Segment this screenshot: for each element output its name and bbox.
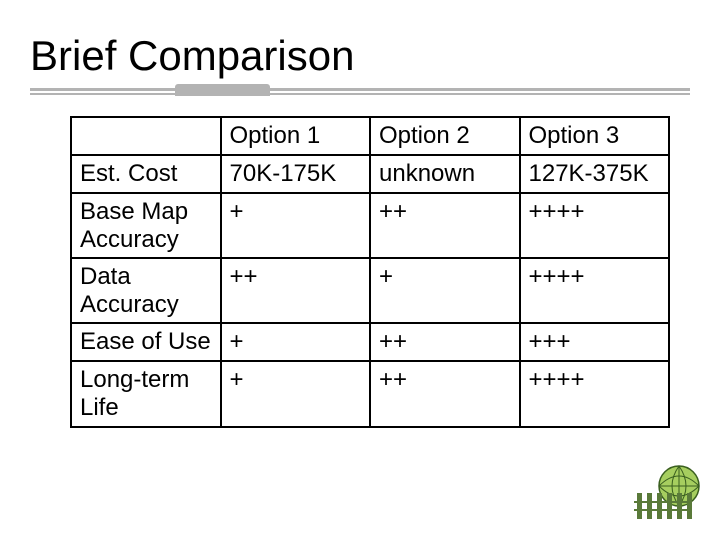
cell: ++: [370, 361, 520, 426]
cell: 127K-375K: [520, 155, 670, 193]
header-option-1: Option 1: [221, 117, 371, 155]
table-row: Long-term Life + ++ ++++: [71, 361, 669, 426]
row-label: Long-term Life: [71, 361, 221, 426]
slide: Brief Comparison Option 1 Option 2 Optio…: [0, 0, 720, 540]
slide-title: Brief Comparison: [30, 30, 690, 86]
table-row: Data Accuracy ++ + ++++: [71, 258, 669, 323]
cell: ++: [370, 323, 520, 361]
table-header-row: Option 1 Option 2 Option 3: [71, 117, 669, 155]
cell: 70K-175K: [221, 155, 371, 193]
comparison-table: Option 1 Option 2 Option 3 Est. Cost 70K…: [70, 116, 670, 428]
cell: ++++: [520, 193, 670, 258]
cell: ++: [221, 258, 371, 323]
cell: ++++: [520, 258, 670, 323]
row-label: Ease of Use: [71, 323, 221, 361]
header-option-2: Option 2: [370, 117, 520, 155]
cell: ++++: [520, 361, 670, 426]
table-row: Ease of Use + ++ +++: [71, 323, 669, 361]
cell: ++: [370, 193, 520, 258]
row-label: Est. Cost: [71, 155, 221, 193]
cell: +: [221, 323, 371, 361]
cell: +: [221, 193, 371, 258]
cell: unknown: [370, 155, 520, 193]
cell: +++: [520, 323, 670, 361]
row-label: Base Map Accuracy: [71, 193, 221, 258]
table-row: Base Map Accuracy + ++ ++++: [71, 193, 669, 258]
table-row: Est. Cost 70K-175K unknown 127K-375K: [71, 155, 669, 193]
header-empty: [71, 117, 221, 155]
title-underline: [30, 88, 690, 98]
title-block: Brief Comparison: [30, 30, 690, 98]
header-option-3: Option 3: [520, 117, 670, 155]
cell: +: [370, 258, 520, 323]
globe-fence-icon: [632, 462, 706, 522]
row-label: Data Accuracy: [71, 258, 221, 323]
cell: +: [221, 361, 371, 426]
